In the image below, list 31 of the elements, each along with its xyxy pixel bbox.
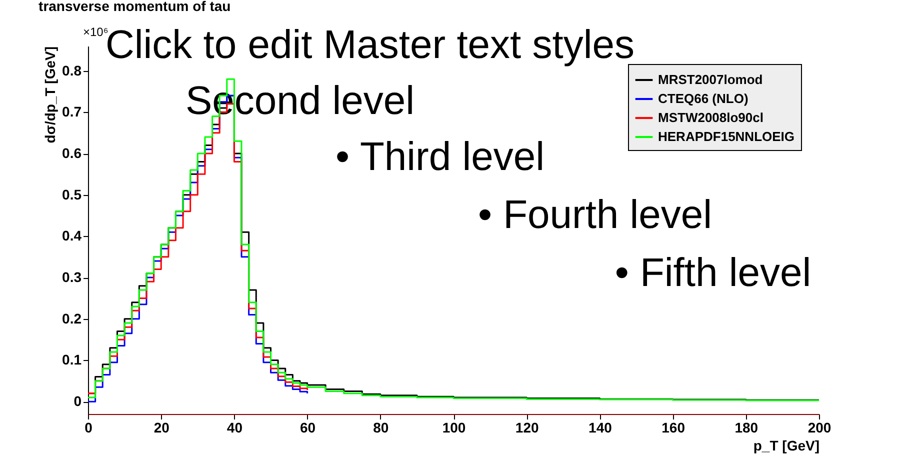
y-tick-label: 0.6 — [62, 145, 82, 162]
annotation: • Fifth level — [614, 251, 812, 295]
annotation: • Fourth level — [478, 193, 712, 237]
legend-label: MSTW2008lo90cl — [658, 110, 764, 125]
legend-label: HERAPDF15NNLOEIG — [658, 129, 795, 144]
x-tick-label: 100 — [442, 420, 466, 436]
legend-label: CTEQ66 (NLO) — [658, 91, 748, 106]
x-tick-label: 80 — [373, 420, 389, 436]
y-tick-label: 0.8 — [62, 62, 82, 78]
x-tick-label: 20 — [154, 420, 170, 436]
chart-title: transverse momentum of tau — [38, 0, 231, 14]
x-tick-label: 60 — [300, 420, 316, 436]
x-tick-label: 200 — [808, 420, 832, 436]
y-axis-title: dσ/dp_T [GeV] — [42, 46, 58, 144]
y-tick-label: 0.1 — [62, 352, 82, 368]
x-tick-label: 160 — [662, 420, 686, 436]
x-tick-label: 120 — [515, 420, 539, 436]
y-tick-label: 0.2 — [62, 310, 82, 326]
y-tick-label: 0 — [74, 393, 82, 410]
y-tick-label: 0.7 — [62, 104, 82, 120]
legend-label: MRST2007lomod — [658, 72, 763, 87]
y-tick-label: 0.4 — [62, 228, 82, 244]
y-tick-label: 0.3 — [62, 269, 82, 286]
x-axis-title: p_T [GeV] — [753, 438, 820, 454]
y-tick-label: 0.5 — [62, 186, 82, 202]
x-tick-label: 140 — [588, 420, 612, 436]
x-tick-label: 0 — [84, 420, 93, 436]
text: ×10⁶ — [83, 25, 108, 39]
x-tick-label: 180 — [734, 420, 758, 436]
annotation: • Third level — [336, 135, 544, 179]
x-tick-label: 40 — [226, 420, 243, 436]
